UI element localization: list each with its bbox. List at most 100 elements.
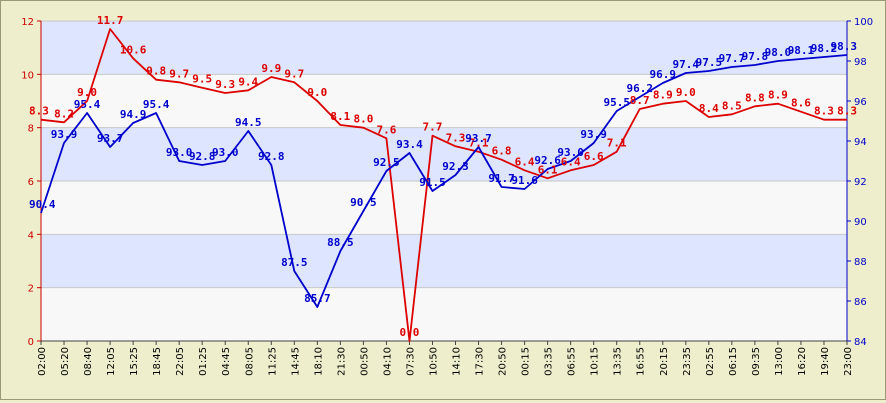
x-tick-label: 18:45 — [152, 347, 163, 376]
data-label-left: 8.0 — [353, 113, 373, 126]
data-label-left: 7.1 — [469, 137, 489, 150]
x-tick-label: 09:35 — [751, 347, 762, 376]
x-tick-label: 11:25 — [267, 347, 278, 376]
right-tick-label: 100 — [854, 17, 873, 28]
data-label-right: 95.4 — [74, 98, 101, 111]
x-tick-label: 07:30 — [405, 347, 416, 376]
left-tick-label: 6 — [28, 177, 34, 188]
data-label-left: 8.4 — [699, 102, 719, 115]
data-label-left: 0.0 — [400, 326, 420, 339]
data-label-right: 92.6 — [534, 154, 561, 167]
data-label-left: 8.6 — [791, 97, 811, 110]
data-label-left: 6.1 — [538, 163, 558, 176]
right-tick-label: 84 — [854, 337, 867, 348]
data-label-right: 98.1 — [788, 44, 815, 57]
data-label-right: 96.9 — [650, 68, 677, 81]
data-label-left: 9.5 — [192, 73, 212, 86]
data-label-right: 97.8 — [742, 50, 769, 63]
left-tick-label: 2 — [28, 284, 34, 295]
data-label-left: 9.3 — [215, 78, 235, 91]
x-tick-label: 23:35 — [682, 347, 693, 376]
x-tick-label: 20:15 — [659, 347, 670, 376]
data-label-left: 9.8 — [146, 65, 166, 78]
data-label-left: 6.8 — [492, 145, 512, 158]
data-label-right: 93.9 — [580, 128, 607, 141]
left-tick-label: 4 — [28, 230, 34, 241]
right-tick-label: 98 — [854, 57, 867, 68]
x-tick-label: 16:55 — [636, 347, 647, 376]
data-label-left: 9.9 — [261, 62, 281, 75]
data-label-right: 93.0 — [166, 146, 193, 159]
data-label-right: 92.5 — [373, 156, 400, 169]
data-label-left: 9.7 — [169, 67, 189, 80]
x-tick-label: 20:50 — [498, 347, 509, 376]
data-label-right: 93.0 — [212, 146, 239, 159]
x-tick-label: 08:05 — [244, 347, 255, 376]
data-label-right: 97.5 — [696, 56, 723, 69]
x-tick-label: 19:40 — [820, 347, 831, 376]
data-label-right: 93.0 — [557, 146, 584, 159]
x-tick-label: 02:00 — [37, 347, 48, 376]
x-tick-label: 06:15 — [728, 347, 739, 376]
left-tick-label: 12 — [21, 17, 34, 28]
data-label-right: 95.4 — [143, 98, 170, 111]
x-tick-label: 03:35 — [544, 347, 555, 376]
x-tick-label: 06:55 — [567, 347, 578, 376]
data-label-left: 10.6 — [120, 43, 147, 56]
right-tick-label: 86 — [854, 297, 867, 308]
data-label-right: 88.5 — [327, 236, 354, 249]
band — [41, 287, 847, 341]
data-label-right: 91.5 — [419, 176, 446, 189]
series-line-left — [40, 28, 847, 342]
data-label-left: 11.7 — [97, 14, 124, 27]
data-label-left: 8.8 — [745, 91, 765, 104]
data-label-left: 8.9 — [653, 89, 673, 102]
data-label-left: 8.1 — [330, 110, 350, 123]
data-label-right: 97.4 — [673, 58, 700, 71]
x-tick-label: 08:40 — [83, 347, 94, 376]
data-label-right: 90.5 — [350, 196, 377, 209]
data-label-left: 9.0 — [676, 86, 696, 99]
data-label-right: 93.7 — [465, 132, 492, 145]
data-label-left: 8.9 — [768, 89, 788, 102]
right-tick-label: 96 — [854, 97, 867, 108]
band — [41, 21, 847, 75]
right-tick-label: 92 — [854, 177, 867, 188]
data-label-right: 98.2 — [811, 42, 838, 55]
data-label-right: 97.7 — [719, 52, 746, 65]
left-tick-label: 10 — [21, 70, 34, 81]
data-label-right: 87.5 — [281, 256, 308, 269]
data-label-left: 7.6 — [376, 123, 396, 136]
band — [41, 234, 847, 288]
x-tick-label: 16:20 — [797, 347, 808, 376]
background-bands — [41, 21, 847, 341]
x-tick-label: 10:15 — [590, 347, 601, 376]
x-tick-label: 00:15 — [521, 347, 532, 376]
data-label-right: 93.4 — [396, 138, 423, 151]
data-label-left: 7.1 — [607, 137, 627, 150]
series-labels: 8.3 8.29.011.710.69.8 9.7 9.5 9.3 9.49.9 9.79.… — [29, 14, 857, 339]
x-tick-label: 23:00 — [843, 347, 854, 376]
data-label-left: 6.4 — [561, 155, 581, 168]
x-tick-label: 13:00 — [774, 347, 785, 376]
right-tick-label: 88 — [854, 257, 867, 268]
tick-labels: 0 2 4 6 8 10 12 84 86 88 90 92 94 96 98 100 02:00 05:20 08… — [21, 17, 873, 376]
data-label-right: 90.4 — [29, 198, 56, 211]
axes — [37, 20, 851, 345]
data-label-left: 6.4 — [515, 155, 535, 168]
x-tick-label: 01:25 — [198, 347, 209, 376]
data-label-right: 93.7 — [97, 132, 124, 145]
data-label-left: 8.3 — [814, 105, 834, 118]
x-tick-label: 04:10 — [382, 347, 393, 376]
x-tick-label: 05:20 — [60, 347, 71, 376]
data-label-right: 96.2 — [626, 82, 653, 95]
data-label-right: 93.9 — [51, 128, 78, 141]
series-lines — [40, 28, 848, 342]
data-label-right: 91.7 — [488, 172, 515, 185]
data-label-left: 9.7 — [284, 67, 304, 80]
data-label-left: 9.0 — [77, 86, 97, 99]
right-tick-label: 90 — [854, 217, 867, 228]
data-label-left: 8.2 — [54, 107, 74, 120]
